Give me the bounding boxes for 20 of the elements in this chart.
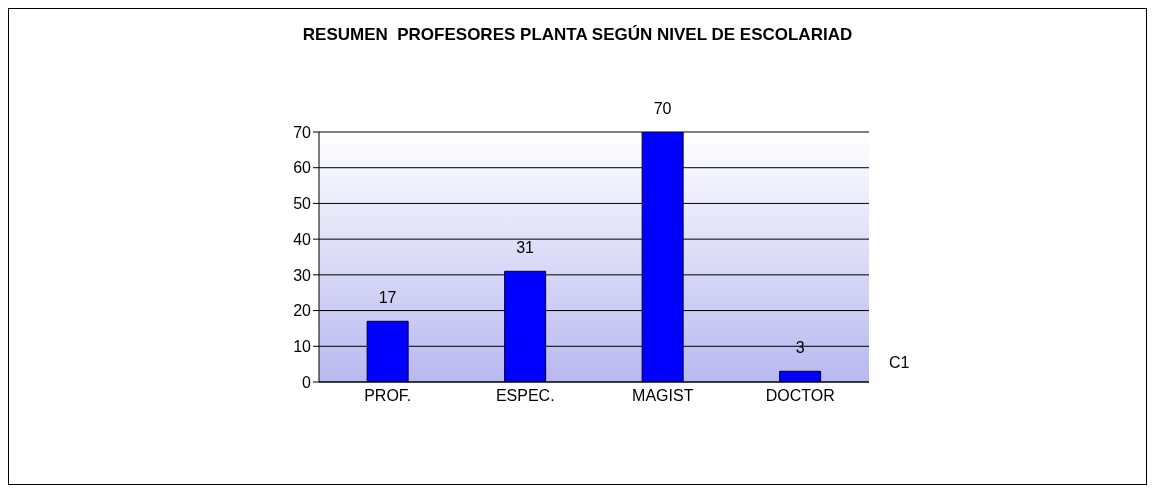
data-label: 17 xyxy=(378,289,397,307)
bar xyxy=(641,132,684,382)
y-tick-label: 60 xyxy=(293,159,312,177)
y-tick-label: 0 xyxy=(302,373,312,391)
y-tick-label: 20 xyxy=(293,302,312,320)
x-tick-label: MAGIST xyxy=(632,387,694,405)
data-label: 70 xyxy=(653,100,672,117)
bar xyxy=(504,270,547,382)
x-tick-label: PROF. xyxy=(364,387,412,405)
y-tick-label: 40 xyxy=(293,230,312,248)
chart-title: RESUMEN PROFESORES PLANTA SEGÚN NIVEL DE ESCOLARIAD xyxy=(301,25,854,45)
data-label: 31 xyxy=(516,239,535,257)
x-tick-label: DOCTOR xyxy=(765,387,835,405)
y-tick-label: 50 xyxy=(293,195,312,213)
bar xyxy=(366,320,409,382)
y-tick-label: 30 xyxy=(293,266,312,284)
text: C1 xyxy=(889,354,910,372)
x-tick-label: ESPEC. xyxy=(495,387,555,405)
y-tick-label: 70 xyxy=(293,123,312,141)
y-tick-label: 10 xyxy=(293,337,312,355)
